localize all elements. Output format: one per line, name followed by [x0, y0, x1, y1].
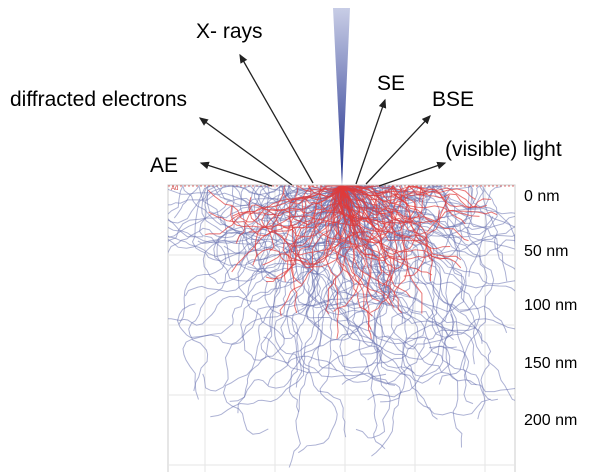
depth-label: 100 nm	[524, 297, 577, 314]
signal-label: SE	[377, 72, 405, 95]
signal-label: AE	[150, 154, 178, 177]
electron-beam	[333, 8, 350, 186]
signal-arrow	[200, 118, 292, 185]
signal-arrow	[240, 55, 313, 183]
depth-label: 150 nm	[524, 355, 577, 372]
signal-label: X- rays	[196, 20, 263, 43]
diagram: Au X- rays diffracted electrons AE SE BSE (vi…	[0, 0, 591, 472]
depth-label: 0 nm	[524, 188, 560, 205]
arrows	[200, 55, 445, 186]
signal-arrow	[201, 163, 272, 186]
signal-arrow	[379, 163, 445, 186]
signal-label: diffracted electrons	[10, 88, 187, 111]
signal-arrow	[356, 100, 385, 184]
page: {"signals": ["X- rays", "diffracted elec…	[0, 0, 591, 472]
material-label: Au	[171, 186, 178, 192]
depth-label: 50 nm	[524, 243, 568, 260]
depth-label: 200 nm	[524, 412, 577, 429]
signal-label: BSE	[432, 88, 474, 111]
signal-label: (visible) light	[445, 138, 562, 161]
